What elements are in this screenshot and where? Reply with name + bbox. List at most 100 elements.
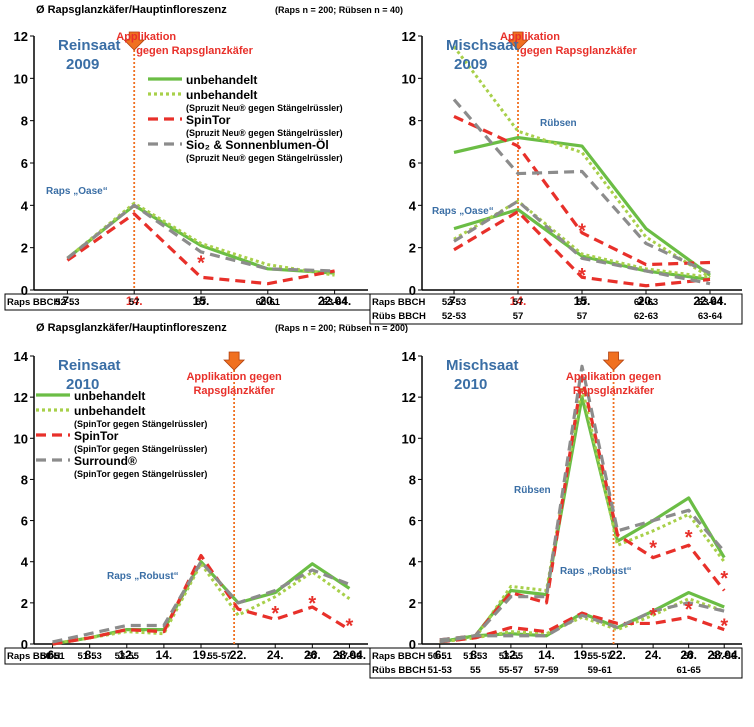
bbch-cell: 57 [577, 311, 588, 322]
bbch-cell: 60-61 [256, 297, 281, 308]
x-tick-label: 28.04. [333, 648, 366, 662]
y-tick-label: 10 [402, 431, 416, 446]
bbch-row-label: Raps BBCH [372, 651, 425, 662]
x-tick-label: 28.04. [708, 648, 741, 662]
chart-title: Reinsaat [58, 357, 121, 374]
x-tick-label: 14. [126, 294, 143, 308]
x-tick-label: 8. [85, 648, 95, 662]
y-tick-label: 4 [21, 555, 29, 570]
application-label: gegen Rapsglanzkäfer [520, 45, 637, 57]
bbch-cell: 59-61 [588, 665, 613, 676]
y-tick-label: 2 [21, 596, 28, 611]
series-line [66, 201, 335, 277]
bbch-cell: 57 [577, 297, 588, 308]
application-label: Applikation [500, 31, 560, 43]
series-line [439, 597, 725, 644]
y-tick-label: 10 [14, 431, 28, 446]
x-tick-label: 7. [62, 294, 72, 308]
bbch-cell: 55-57 [588, 651, 612, 662]
legend-label: unbehandelt [74, 389, 145, 403]
x-tick-label: 6. [48, 648, 58, 662]
y-tick-label: 8 [21, 472, 28, 487]
legend-sublabel: (SpinTor gegen Stängelrüssler) [74, 444, 207, 454]
series-line [439, 364, 726, 642]
application-arrow-icon [507, 31, 529, 51]
bbch-cell: 57-59 [712, 651, 736, 662]
legend-label: SpinTor [186, 113, 231, 127]
legend-sublabel: (Spruzit Neu® gegen Stängelrüssler) [186, 153, 343, 163]
y-tick-label: 8 [409, 472, 416, 487]
x-tick-label: 22.04. [318, 294, 351, 308]
bbch-cell: 57-59 [337, 651, 361, 662]
significance-star: * [649, 537, 657, 559]
application-label: Rapsglanzkäfer [193, 385, 275, 397]
y-tick-label: 6 [21, 514, 28, 529]
series-line [439, 601, 725, 644]
legend-label: Surround® [74, 454, 137, 468]
x-tick-label: 26. [304, 648, 321, 662]
bbch-cell: 50-51 [40, 651, 65, 662]
bbch-cell: 57 [513, 297, 524, 308]
y-tick-label: 0 [21, 283, 28, 298]
bbch-cell: 50-51 [428, 651, 453, 662]
y-tick-label: 0 [21, 637, 28, 652]
bbch-row-label: Rübs BBCH [372, 311, 426, 322]
bbch-cell: 57 [683, 651, 694, 662]
crop-label: Raps „Oase“ [432, 206, 494, 217]
y-tick-label: 4 [21, 198, 29, 213]
application-arrow-icon [123, 31, 146, 51]
significance-star: * [685, 527, 693, 549]
y-tick-label: 12 [402, 29, 416, 44]
legend-sublabel: (Spruzit Neu® gegen Stängelrüssler) [186, 128, 343, 138]
y-tick-label: 4 [409, 198, 417, 213]
series-line [52, 560, 351, 646]
x-tick-label: 24. [267, 648, 284, 662]
bbch-cell: 52-53 [442, 297, 466, 308]
crop-label-2: Rübsen [540, 118, 577, 129]
bbch-row-label: Rübs BBCH [372, 665, 426, 676]
y-tick-label: 2 [409, 596, 416, 611]
y-tick-label: 2 [21, 241, 28, 256]
significance-star: * [649, 605, 657, 627]
bbch-cell: 63-64 [698, 311, 723, 322]
bbch-cell: 57-59 [534, 665, 558, 676]
crop-label: Raps „Robust“ [107, 571, 179, 582]
bbch-row-label: Raps BBCH [7, 297, 60, 308]
crop-label: Raps „Robust“ [560, 566, 632, 577]
legend-label: SpinTor [74, 429, 119, 443]
significance-star: * [720, 568, 728, 590]
bbch-cell: 53-55 [499, 651, 524, 662]
chart-title: Reinsaat [58, 37, 121, 54]
y-tick-label: 2 [409, 241, 416, 256]
y-tick-label: 10 [402, 71, 416, 86]
x-tick-label: 20. [259, 294, 276, 308]
y-tick-label: 10 [14, 71, 28, 86]
application-label: Applikation gegen [186, 371, 282, 383]
x-tick-label: 8. [470, 648, 480, 662]
crop-label-2: Rübsen [514, 485, 551, 496]
y-tick-label: 6 [409, 514, 416, 529]
legend-sublabel: (SpinTor gegen Stängelrüssler) [74, 469, 207, 479]
x-tick-label: 15. [193, 294, 210, 308]
chart-year: 2010 [454, 376, 487, 393]
chart-title: Mischsaat [446, 37, 519, 54]
bbch-cell: 61-65 [677, 665, 702, 676]
bbch-cell: 51-53 [463, 651, 487, 662]
significance-star: * [197, 252, 205, 274]
x-tick-label: 7. [449, 294, 459, 308]
y-tick-label: 8 [21, 114, 28, 129]
bbch-cell: 55-57 [207, 651, 231, 662]
bbch-cell: 51-53 [428, 665, 452, 676]
application-label: Rapsglanzkäfer [573, 385, 655, 397]
bbch-cell: 52-53 [442, 311, 466, 322]
x-tick-label: 12. [118, 648, 135, 662]
chart-year: 2009 [454, 56, 487, 73]
significance-star: * [578, 265, 586, 287]
chart-year: 2010 [66, 376, 99, 393]
bbch-row-label: Raps BBCH [7, 651, 60, 662]
x-tick-label: 15. [574, 294, 591, 308]
crop-label: Raps „Oase“ [46, 186, 108, 197]
bbch-cell: 52-53 [55, 297, 79, 308]
significance-star: * [346, 615, 354, 637]
